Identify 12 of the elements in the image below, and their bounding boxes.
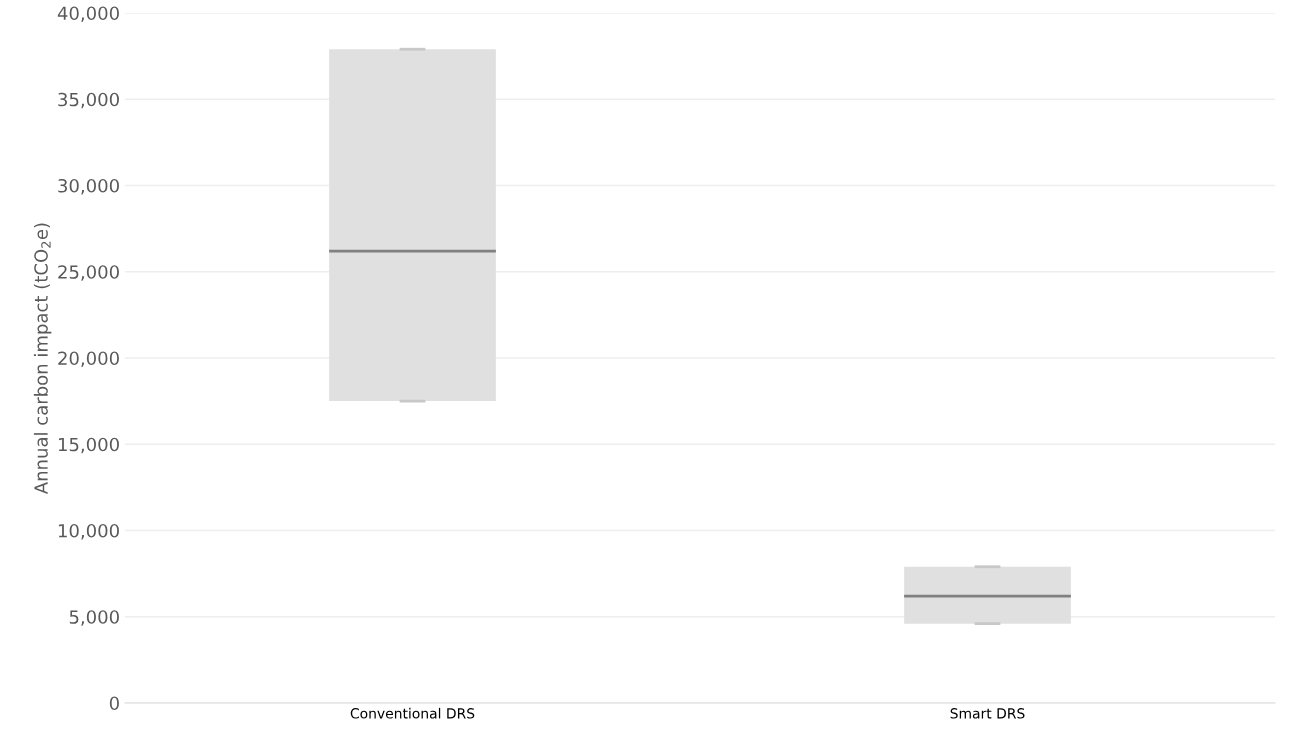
y-axis-title: Annual carbon impact (tCO$_{2}$e)	[33, 223, 52, 495]
x-tick-label: Smart DRS	[950, 708, 1025, 719]
y-tick-label: 5,000	[69, 610, 119, 626]
y-tick-label: 10,000	[58, 523, 119, 540]
y-tick-label: 20,000	[58, 351, 119, 367]
x-tick-label: Conventional DRS	[350, 707, 475, 719]
y-tick-label: 35,000	[58, 92, 119, 109]
y-tick-label: 15,000	[58, 437, 119, 454]
y-tick-label: 25,000	[58, 265, 119, 281]
y-tick-label: 40,000	[57, 6, 119, 22]
y-tick-label: 30,000	[58, 178, 119, 195]
y-tick-label: 0	[109, 696, 119, 711]
